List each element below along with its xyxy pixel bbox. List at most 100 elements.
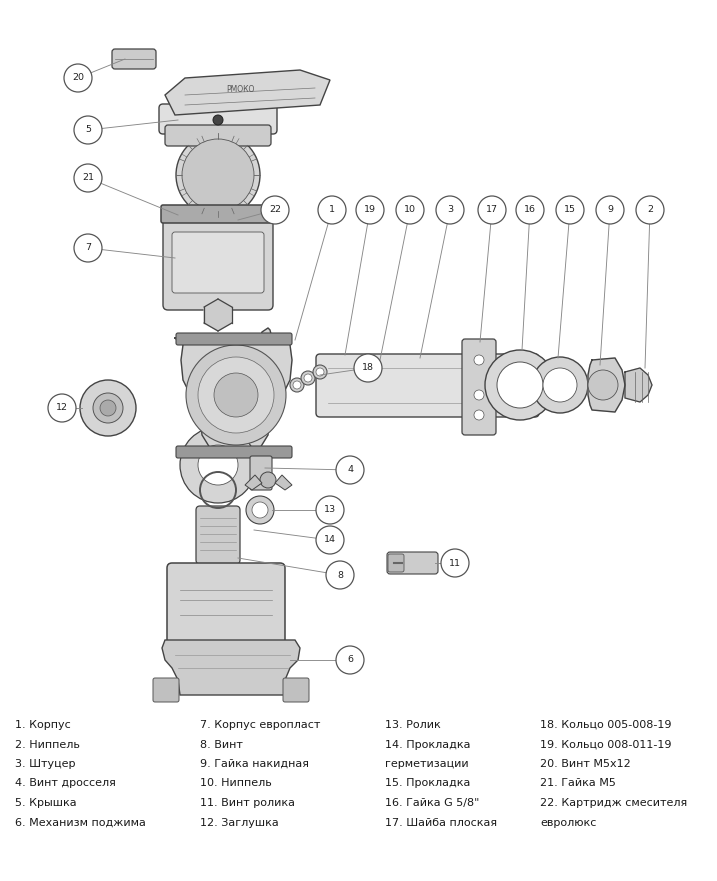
Circle shape — [636, 196, 664, 224]
Text: 15. Прокладка: 15. Прокладка — [385, 779, 470, 788]
Text: 16. Гайка G 5/8": 16. Гайка G 5/8" — [385, 798, 480, 808]
Circle shape — [596, 196, 624, 224]
Text: 1: 1 — [329, 205, 335, 214]
Circle shape — [198, 357, 274, 433]
Circle shape — [532, 357, 588, 413]
Circle shape — [74, 116, 102, 144]
Text: 8. Винт: 8. Винт — [200, 739, 243, 750]
Circle shape — [176, 133, 260, 217]
Polygon shape — [625, 368, 652, 402]
Text: 2. Ниппель: 2. Ниппель — [15, 739, 80, 750]
Circle shape — [293, 381, 301, 389]
Circle shape — [556, 196, 584, 224]
Text: 9: 9 — [607, 205, 613, 214]
Text: РМОКО: РМОКО — [226, 85, 255, 94]
FancyBboxPatch shape — [250, 456, 272, 490]
Polygon shape — [275, 475, 292, 490]
Polygon shape — [245, 475, 262, 490]
Text: 13. Ролик: 13. Ролик — [385, 720, 441, 730]
Circle shape — [246, 496, 274, 524]
Circle shape — [290, 378, 304, 392]
FancyBboxPatch shape — [163, 215, 273, 310]
Text: 9. Гайка накидная: 9. Гайка накидная — [200, 759, 309, 769]
Polygon shape — [162, 640, 300, 695]
Text: 19: 19 — [364, 205, 376, 214]
FancyBboxPatch shape — [388, 554, 404, 572]
Text: 12. Заглушка: 12. Заглушка — [200, 818, 279, 827]
FancyBboxPatch shape — [387, 552, 438, 574]
Text: 8: 8 — [337, 571, 343, 580]
Text: 18. Кольцо 005-008-19: 18. Кольцо 005-008-19 — [540, 720, 672, 730]
Circle shape — [260, 472, 276, 488]
Polygon shape — [204, 299, 232, 331]
Text: 1. Корпус: 1. Корпус — [15, 720, 71, 730]
Text: 4: 4 — [347, 465, 353, 475]
Text: 20. Винт М5х12: 20. Винт М5х12 — [540, 759, 631, 769]
Text: 10: 10 — [404, 205, 416, 214]
Text: 11: 11 — [449, 559, 461, 567]
Text: 7. Корпус европласт: 7. Корпус европласт — [200, 720, 320, 730]
Circle shape — [497, 362, 543, 408]
FancyBboxPatch shape — [172, 232, 264, 293]
Circle shape — [74, 234, 102, 262]
FancyBboxPatch shape — [176, 446, 292, 458]
Circle shape — [198, 445, 238, 485]
Circle shape — [336, 646, 364, 674]
Circle shape — [316, 368, 324, 376]
Text: 17. Шайба плоская: 17. Шайба плоская — [385, 818, 497, 827]
Circle shape — [326, 561, 354, 589]
FancyBboxPatch shape — [316, 354, 539, 417]
Circle shape — [474, 355, 484, 365]
Text: 4. Винт дросселя: 4. Винт дросселя — [15, 779, 116, 788]
Circle shape — [356, 196, 384, 224]
Circle shape — [478, 196, 506, 224]
Circle shape — [474, 390, 484, 400]
Circle shape — [354, 354, 382, 382]
FancyBboxPatch shape — [462, 339, 496, 435]
Circle shape — [474, 410, 484, 420]
Text: 17: 17 — [486, 205, 498, 214]
FancyBboxPatch shape — [112, 49, 156, 69]
FancyBboxPatch shape — [159, 104, 277, 134]
Circle shape — [316, 496, 344, 524]
Circle shape — [80, 380, 136, 436]
Text: 18: 18 — [362, 364, 374, 373]
Circle shape — [313, 365, 327, 379]
FancyBboxPatch shape — [153, 678, 179, 702]
Text: 3: 3 — [447, 205, 453, 214]
Circle shape — [485, 350, 555, 420]
Circle shape — [543, 368, 577, 402]
Text: 21. Гайка М5: 21. Гайка М5 — [540, 779, 616, 788]
Text: 14. Прокладка: 14. Прокладка — [385, 739, 470, 750]
Polygon shape — [588, 358, 625, 412]
Circle shape — [214, 373, 258, 417]
Text: 5: 5 — [85, 125, 91, 135]
Circle shape — [304, 374, 312, 382]
Circle shape — [186, 345, 286, 445]
Text: 3. Штуцер: 3. Штуцер — [15, 759, 75, 769]
Text: герметизации: герметизации — [385, 759, 469, 769]
FancyBboxPatch shape — [165, 125, 271, 146]
Text: 5. Крышка: 5. Крышка — [15, 798, 77, 808]
FancyBboxPatch shape — [283, 678, 309, 702]
Circle shape — [261, 196, 289, 224]
Text: 16: 16 — [524, 205, 536, 214]
Text: 12: 12 — [56, 403, 68, 412]
Text: 20: 20 — [72, 73, 84, 83]
Text: 19. Кольцо 008-011-19: 19. Кольцо 008-011-19 — [540, 739, 672, 750]
Text: 14: 14 — [324, 536, 336, 544]
Text: 22: 22 — [269, 205, 281, 214]
Circle shape — [301, 371, 315, 385]
Circle shape — [441, 549, 469, 577]
Polygon shape — [165, 70, 330, 115]
Circle shape — [64, 64, 92, 92]
FancyBboxPatch shape — [167, 563, 285, 648]
Text: 11. Винт ролика: 11. Винт ролика — [200, 798, 295, 808]
Circle shape — [436, 196, 464, 224]
Circle shape — [74, 164, 102, 192]
FancyBboxPatch shape — [161, 205, 275, 223]
Polygon shape — [175, 328, 292, 457]
FancyBboxPatch shape — [176, 333, 292, 345]
Text: евролюкс: евролюкс — [540, 818, 597, 827]
Circle shape — [100, 400, 116, 416]
